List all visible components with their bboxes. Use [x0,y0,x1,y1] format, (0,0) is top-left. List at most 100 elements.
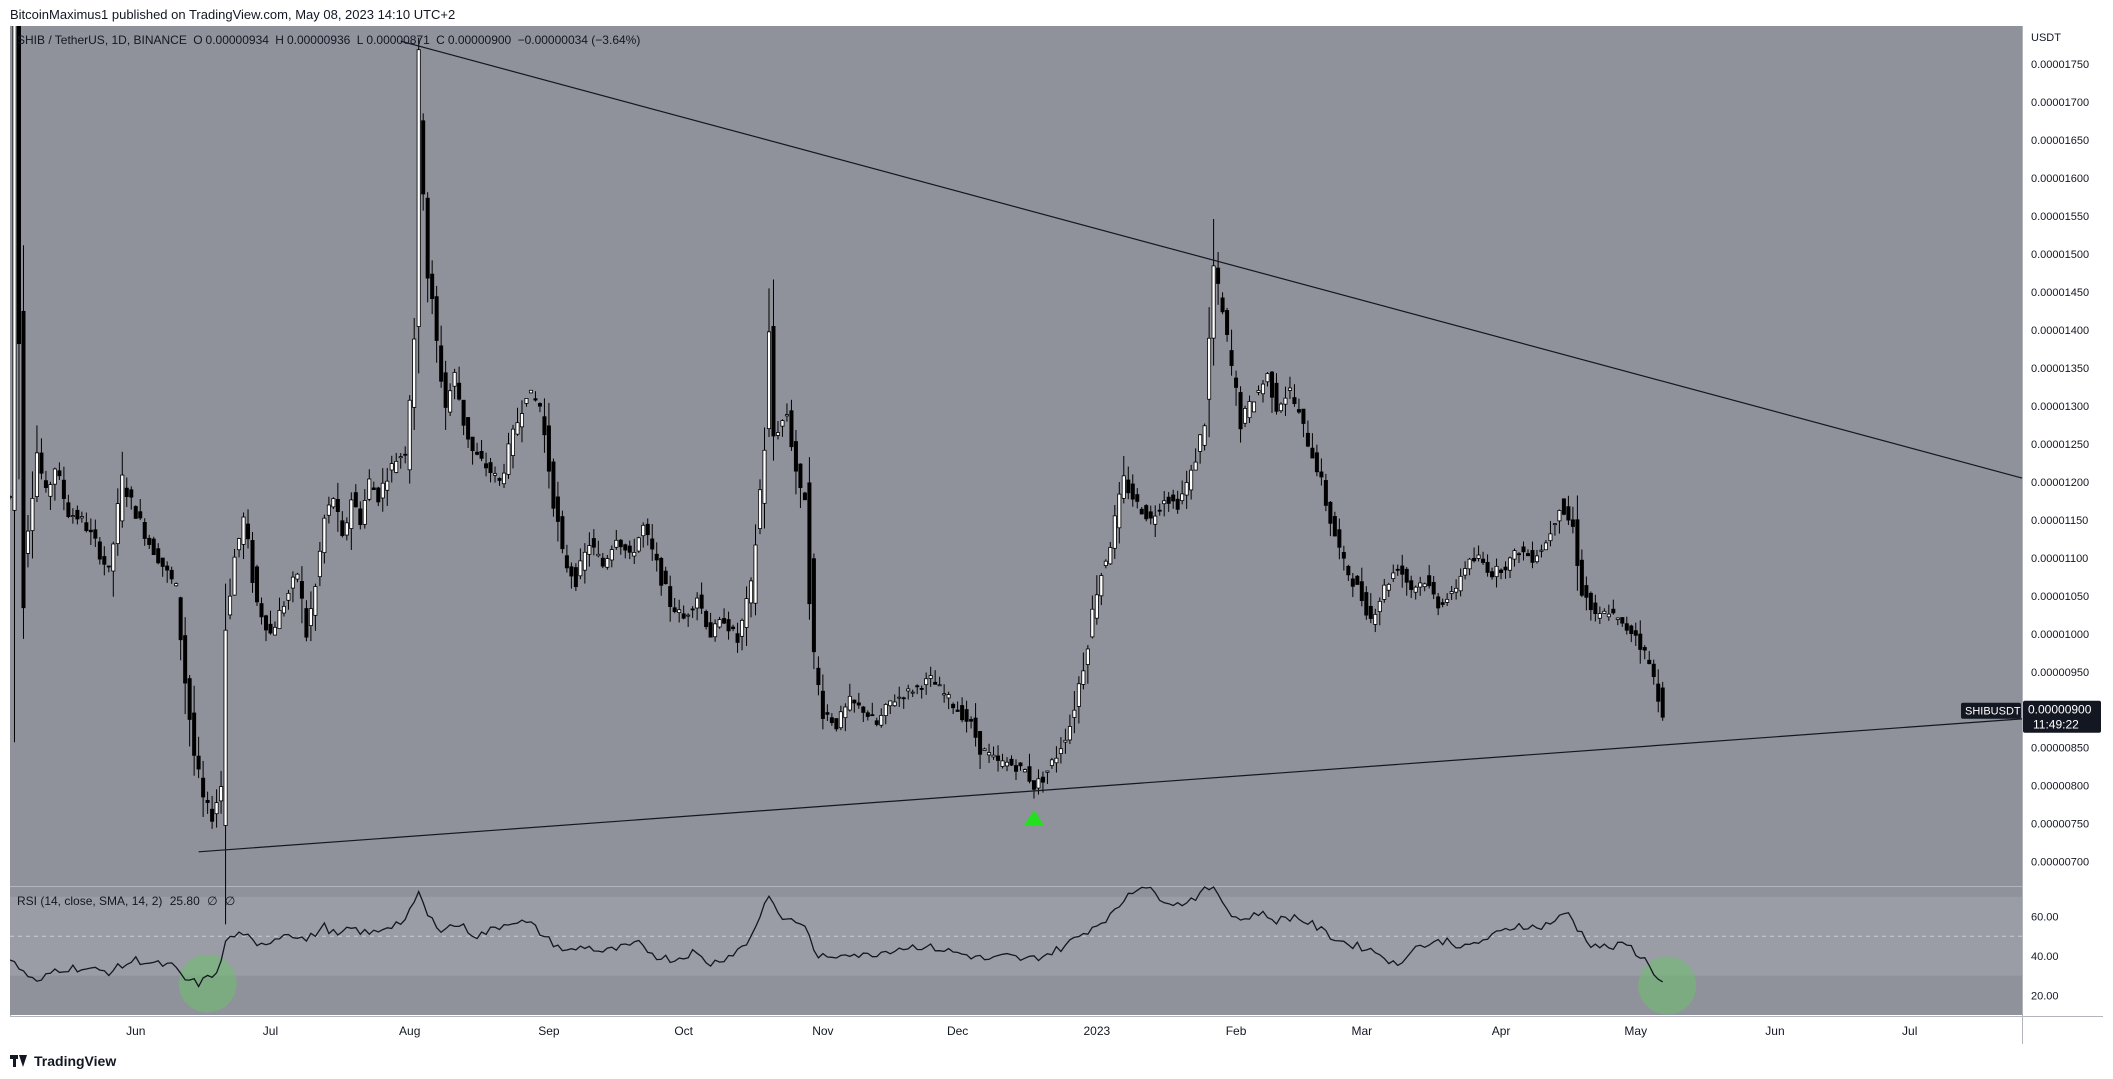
candle-body [1045,770,1050,773]
bullish-marker-triangle [1023,810,1044,826]
candle-body [70,515,75,518]
candle-body [1449,591,1454,594]
candle-body [771,326,776,437]
candle-body [304,608,309,638]
resistance-trendline[interactable] [400,40,2023,479]
candle-body [951,703,956,709]
candle-body [1418,582,1423,588]
candle-body [636,537,641,552]
candle-body [726,619,731,632]
candle-body [1472,557,1477,562]
candle-body [717,619,722,628]
candle-body [228,595,233,616]
candle-body [573,567,578,588]
candle-body [61,479,66,499]
candle-body [237,538,242,551]
candle-body [1220,297,1225,313]
candle-body [1548,533,1553,542]
price-tick-label: 0.00001100 [2031,553,2088,565]
candle-body [1476,554,1481,559]
candle-body [178,597,183,641]
candle-body [991,754,996,758]
tradingview-logo-icon [10,1055,28,1067]
footer-brand[interactable]: TradingView [10,1053,116,1069]
candle-body [66,502,71,517]
candle-body [340,520,345,536]
candle-body [578,560,583,577]
candles-layer [10,26,1665,925]
candle-body [677,609,682,614]
candle-body [784,414,789,417]
legend-symbol: SHIB / TetherUS, 1D, BINANCE [17,33,187,47]
candle-body [358,508,363,526]
candle-body [1368,605,1373,619]
last-price-value: 0.00000900 [2028,703,2092,717]
candle-body [713,623,718,638]
candle-body [380,482,385,499]
candle-body [847,695,852,711]
candle-body [856,702,861,706]
candle-body [371,487,376,490]
candle-body [1261,383,1266,395]
candle-body [120,474,125,522]
candle-body [1602,610,1607,614]
symbol-price-tag: SHIBUSDT [1961,702,2021,719]
candle-body [1265,373,1270,383]
candle-body [1539,549,1544,552]
candle-body [93,529,98,539]
candle-body [1117,493,1122,529]
candle-body [1597,613,1602,619]
candle-body [308,608,313,627]
candle-body [1229,350,1234,366]
candle-body [1135,494,1140,502]
candle-body [16,26,21,345]
candle-body [48,484,53,497]
candle-body [1018,762,1023,767]
candle-body [915,685,920,688]
candle-body [205,799,210,803]
time-tick-label: Oct [674,1024,693,1038]
candle-body [1611,608,1616,614]
candle-body [834,718,839,730]
candle-body [1094,594,1099,619]
candle-body [762,449,767,504]
candle-body [1144,505,1149,520]
candle-body [1238,392,1243,430]
candle-body [425,197,430,279]
rsi-legend[interactable]: RSI (14, close, SMA, 14, 2) 25.80 ∅ ∅ [17,894,239,908]
candle-body [1166,496,1171,504]
candle-body [448,390,453,413]
candle-body [25,530,30,554]
candle-body [1014,765,1019,772]
candle-body [695,597,700,609]
candle-body [1067,726,1072,741]
candle-body [75,509,80,520]
candle-body [1638,633,1643,650]
candle-body [1040,776,1045,783]
candle-body [627,545,632,553]
candle-body [1377,600,1382,613]
candle-body [528,389,533,394]
candle-body [484,463,489,469]
candle-body [587,545,592,555]
candle-body [1202,425,1207,446]
candle-body [385,480,390,491]
candle-body [322,517,327,553]
candle-body [1323,480,1328,506]
price-axis-ticks: 0.00001750 0.00001700 0.00001650 0.00001600… [2031,59,2089,869]
price-pane-bg [10,26,2022,886]
candle-body [681,613,686,619]
legend-low-label: L [356,33,364,47]
candle-body [1081,670,1086,685]
price-chart[interactable]: 0.00001750 0.00001700 0.00001650 0.00001600… [10,26,2103,1044]
candle-body [937,684,942,687]
candle-body [1184,482,1189,496]
candle-body [600,557,605,567]
candle-body [1588,592,1593,611]
candle-body [852,699,857,704]
candle-body [129,489,134,498]
support-trendline[interactable] [198,718,2023,853]
candle-body [811,558,816,653]
symbol-legend[interactable]: SHIB / TetherUS, 1D, BINANCE O 0.00000934… [17,33,643,47]
candle-body [708,622,713,638]
